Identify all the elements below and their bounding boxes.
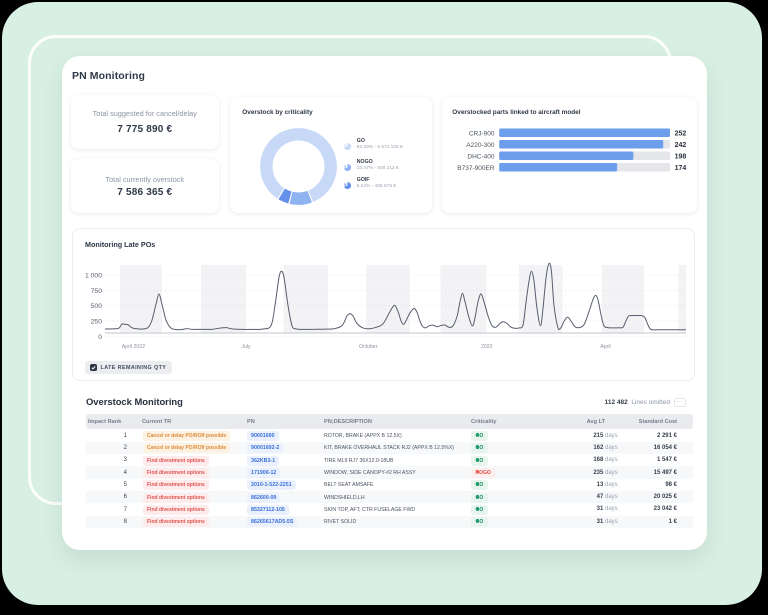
svg-text:July: July: [241, 344, 251, 350]
svg-text:750: 750: [91, 288, 103, 295]
svg-text:B737-900ER: B737-900ER: [458, 165, 496, 172]
svg-text:2023: 2023: [481, 344, 493, 350]
svg-text:April: April: [600, 344, 610, 350]
svg-text:CRJ-900: CRJ-900: [469, 130, 495, 137]
svg-text:0: 0: [98, 334, 102, 341]
svg-text:DHC-400: DHC-400: [468, 153, 495, 160]
svg-text:A220-300: A220-300: [467, 142, 496, 149]
svg-text:October: October: [359, 344, 378, 350]
svg-text:252: 252: [675, 131, 687, 138]
svg-text:242: 242: [675, 142, 687, 149]
svg-text:174: 174: [675, 165, 687, 172]
svg-text:500: 500: [91, 303, 103, 310]
svg-text:April 2022: April 2022: [122, 344, 145, 350]
svg-text:1 000: 1 000: [85, 273, 102, 280]
svg-text:250: 250: [91, 319, 103, 326]
svg-text:198: 198: [675, 154, 687, 161]
